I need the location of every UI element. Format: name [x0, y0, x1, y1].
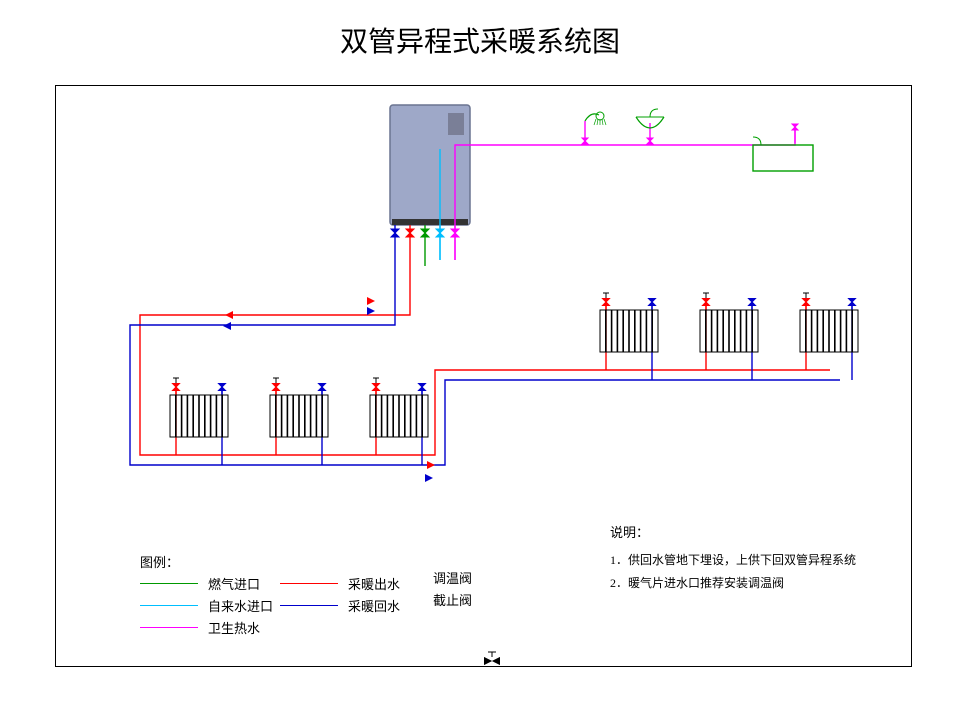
- legend-row: 卫生热水: [140, 616, 273, 638]
- legend: 图例： 燃气进口自来水进口卫生热水采暖出水采暖回水调温阀截止阀: [140, 552, 179, 571]
- legend-row: 自来水进口: [140, 594, 273, 616]
- note-line: 1．供回水管地下埋设，上供下回双管异程系统: [610, 551, 856, 568]
- diagram-title: 双管异程式采暖系统图: [0, 20, 960, 60]
- legend-row: 采暖回水: [280, 594, 400, 616]
- legend-symbol: 截止阀: [425, 588, 472, 610]
- notes: 说明： 1．供回水管地下埋设，上供下回双管异程系统 2．暖气片进水口推荐安装调温阀: [610, 522, 856, 597]
- note-line: 2．暖气片进水口推荐安装调温阀: [610, 574, 856, 591]
- legend-symbol: 调温阀: [425, 566, 472, 588]
- legend-title: 图例：: [140, 552, 179, 571]
- legend-row: 采暖出水: [280, 572, 400, 594]
- notes-title: 说明：: [610, 522, 856, 541]
- legend-row: 燃气进口: [140, 572, 273, 594]
